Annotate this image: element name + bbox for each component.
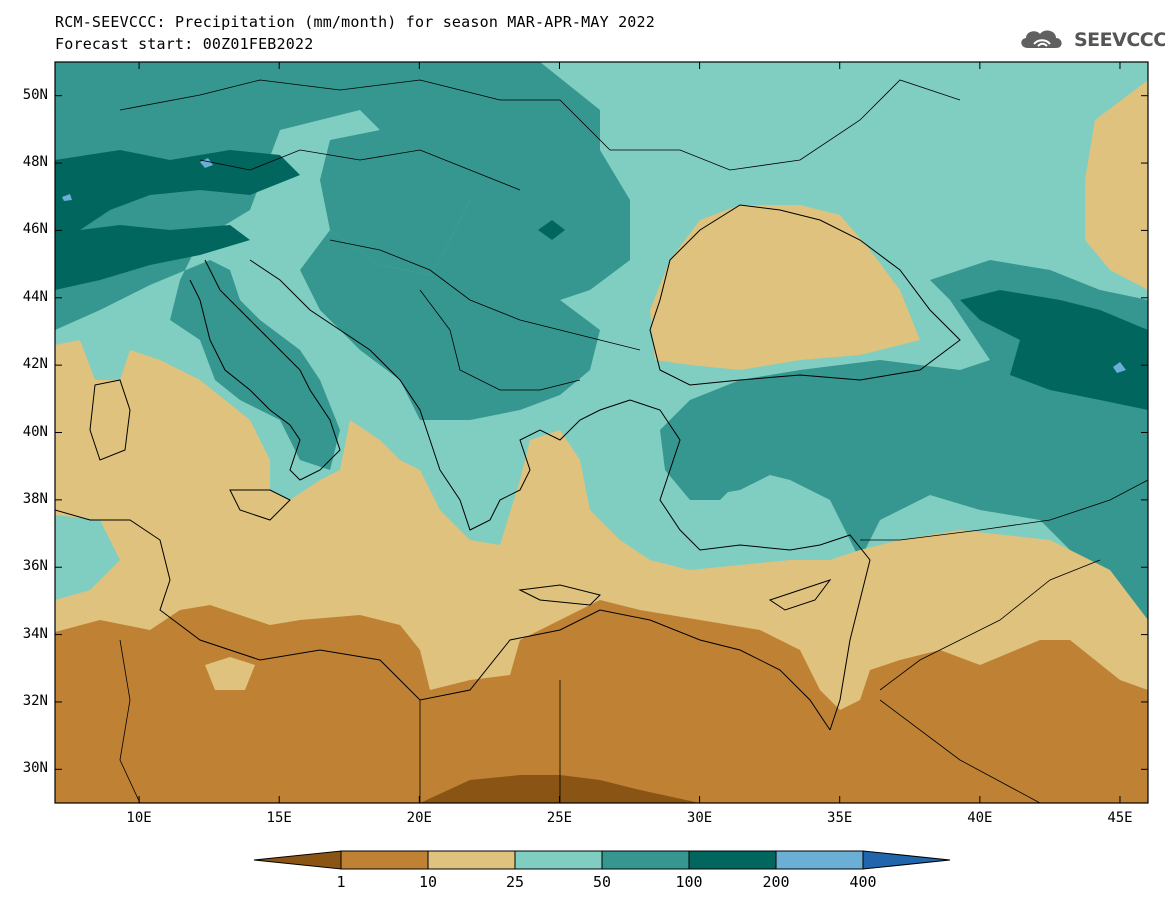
border — [860, 479, 1148, 541]
field-200-400-spot — [62, 194, 72, 201]
colorbar-segment — [514, 850, 603, 870]
cloud-icon — [1021, 30, 1062, 48]
field-200-400-spot — [1113, 362, 1126, 373]
latitude-label: 40N — [22, 423, 48, 440]
field-10-25-libya-patch — [205, 657, 255, 690]
map-title: RCM-SEEVCCC: Precipitation (mm/month) fo… — [55, 13, 655, 31]
colorbar-label: 25 — [505, 873, 525, 891]
latitude-label: 50N — [22, 86, 48, 103]
colorbar-label: 100 — [675, 873, 703, 891]
coast-blacksea — [649, 204, 961, 386]
latitude-label: 46N — [22, 221, 48, 238]
border — [119, 79, 961, 171]
coast-sicily — [229, 489, 291, 521]
longitude-label: 35E — [827, 810, 853, 826]
latitude-label: 30N — [22, 760, 48, 777]
border — [879, 559, 1101, 691]
latitude-label: 38N — [22, 490, 48, 507]
colorbar-segment — [775, 850, 864, 870]
precipitation-field — [55, 62, 1148, 803]
coast-turkey — [629, 399, 871, 731]
colorbar-arrow-low — [253, 850, 342, 870]
colorbar-segment — [340, 850, 429, 870]
colorbar-label: 400 — [849, 873, 877, 891]
colorbar-segment — [601, 850, 690, 870]
forecast-start-subtitle: Forecast start: 00Z01FEB2022 — [55, 35, 314, 53]
colorbar-label: 1 — [336, 873, 346, 891]
border — [199, 149, 521, 191]
longitude-label: 45E — [1107, 810, 1133, 826]
longitude-label: 20E — [406, 810, 432, 826]
coast-cyprus — [768, 579, 832, 611]
colorbar-label: 200 — [762, 873, 790, 891]
border — [419, 289, 581, 391]
colorbar-label: 10 — [418, 873, 438, 891]
field-10-25-blacksea — [650, 205, 920, 370]
colorbar-segment — [688, 850, 777, 870]
field-1-10-africa — [55, 600, 1148, 803]
field-100-200-patch — [538, 220, 565, 240]
border — [329, 239, 641, 351]
coast-greece — [439, 399, 631, 531]
latitude-label: 44N — [22, 288, 48, 305]
coast-adriatic — [249, 259, 441, 471]
colorbar-segment — [427, 850, 516, 870]
coast-italy — [189, 259, 341, 481]
latitude-label: 48N — [22, 154, 48, 171]
latitude-label: 36N — [22, 558, 48, 575]
longitude-label: 10E — [126, 810, 152, 826]
field-100-200-caucasus — [960, 290, 1148, 410]
longitude-label: 40E — [967, 810, 993, 826]
coast-crete — [518, 584, 601, 606]
field-50-100-anatolia — [690, 430, 880, 500]
borders — [119, 79, 1148, 803]
colorbar-arrow-high — [862, 850, 951, 870]
border — [879, 699, 1041, 803]
seevccc-logo: SEEVCCC — [1016, 24, 1165, 54]
logo-text: SEEVCCC — [1074, 29, 1165, 51]
longitude-label: 15E — [266, 810, 292, 826]
coast-sardinia — [89, 379, 131, 461]
axis-ticks — [55, 62, 1148, 803]
border — [119, 639, 141, 803]
latitude-label: 32N — [22, 692, 48, 709]
longitude-label: 25E — [546, 810, 573, 826]
field-10-25-caspian — [1085, 80, 1148, 290]
field-100-200-alps — [55, 150, 300, 290]
longitude-label: 30E — [686, 810, 713, 826]
latitude-label: 42N — [22, 356, 48, 373]
latitude-label: 34N — [22, 625, 48, 642]
colorbar-segments — [253, 850, 951, 870]
field-50-100-balkans — [300, 150, 630, 420]
colorbar-label: 50 — [592, 873, 612, 891]
